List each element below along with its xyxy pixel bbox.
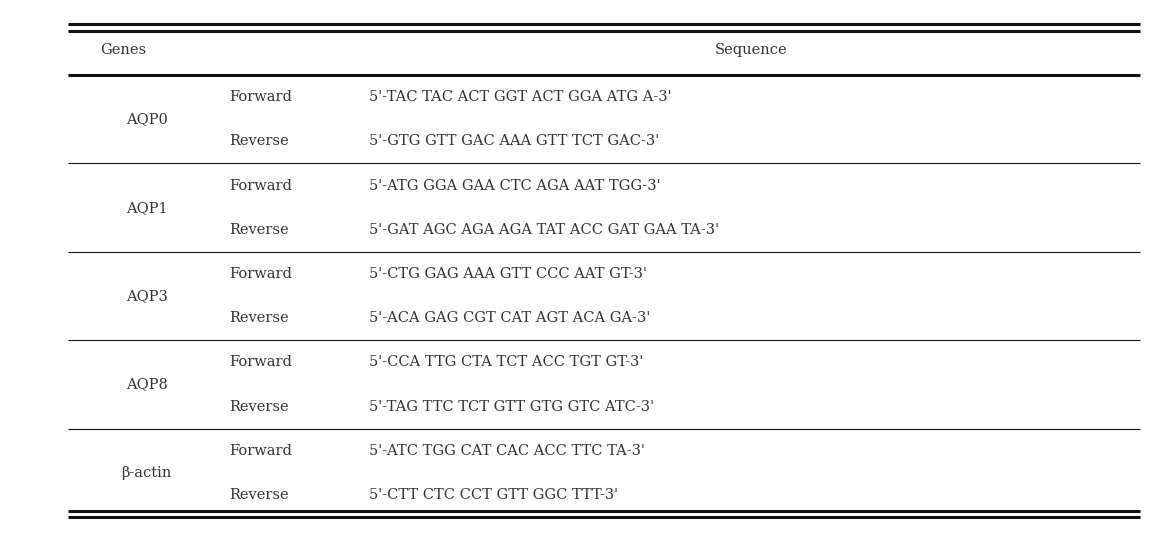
Text: Forward: Forward <box>229 178 292 192</box>
Text: AQP8: AQP8 <box>126 377 168 392</box>
Text: 5'-CTG GAG AAA GTT CCC AAT GT-3': 5'-CTG GAG AAA GTT CCC AAT GT-3' <box>369 267 647 281</box>
Text: 5'-GTG GTT GAC AAA GTT TCT GAC-3': 5'-GTG GTT GAC AAA GTT TCT GAC-3' <box>369 135 659 148</box>
Text: Reverse: Reverse <box>229 311 289 325</box>
Text: 5'-GAT AGC AGA AGA TAT ACC GAT GAA TA-3': 5'-GAT AGC AGA AGA TAT ACC GAT GAA TA-3' <box>369 223 719 237</box>
Text: 5'-TAG TTC TCT GTT GTG GTC ATC-3': 5'-TAG TTC TCT GTT GTG GTC ATC-3' <box>369 400 655 414</box>
Text: Reverse: Reverse <box>229 135 289 148</box>
Text: 5'-TAC TAC ACT GGT ACT GGA ATG A-3': 5'-TAC TAC ACT GGT ACT GGA ATG A-3' <box>369 90 672 104</box>
Text: Forward: Forward <box>229 267 292 281</box>
Text: β-actin: β-actin <box>122 466 171 480</box>
Text: Reverse: Reverse <box>229 223 289 237</box>
Text: Reverse: Reverse <box>229 400 289 414</box>
Text: 5'-CTT CTC CCT GTT GGC TTT-3': 5'-CTT CTC CCT GTT GGC TTT-3' <box>369 488 618 502</box>
Text: Forward: Forward <box>229 444 292 458</box>
Text: Forward: Forward <box>229 90 292 104</box>
Text: AQP0: AQP0 <box>126 112 168 126</box>
Text: 5'-ACA GAG CGT CAT AGT ACA GA-3': 5'-ACA GAG CGT CAT AGT ACA GA-3' <box>369 311 651 325</box>
Text: 5'-CCA TTG CTA TCT ACC TGT GT-3': 5'-CCA TTG CTA TCT ACC TGT GT-3' <box>369 355 644 369</box>
Text: Reverse: Reverse <box>229 488 289 502</box>
Text: Forward: Forward <box>229 355 292 369</box>
Text: AQP3: AQP3 <box>126 289 168 303</box>
Text: Genes: Genes <box>100 42 145 57</box>
Text: 5'-ATG GGA GAA CTC AGA AAT TGG-3': 5'-ATG GGA GAA CTC AGA AAT TGG-3' <box>369 178 662 192</box>
Text: AQP1: AQP1 <box>126 200 168 215</box>
Text: 5'-ATC TGG CAT CAC ACC TTC TA-3': 5'-ATC TGG CAT CAC ACC TTC TA-3' <box>369 444 645 458</box>
Text: Sequence: Sequence <box>714 42 787 57</box>
